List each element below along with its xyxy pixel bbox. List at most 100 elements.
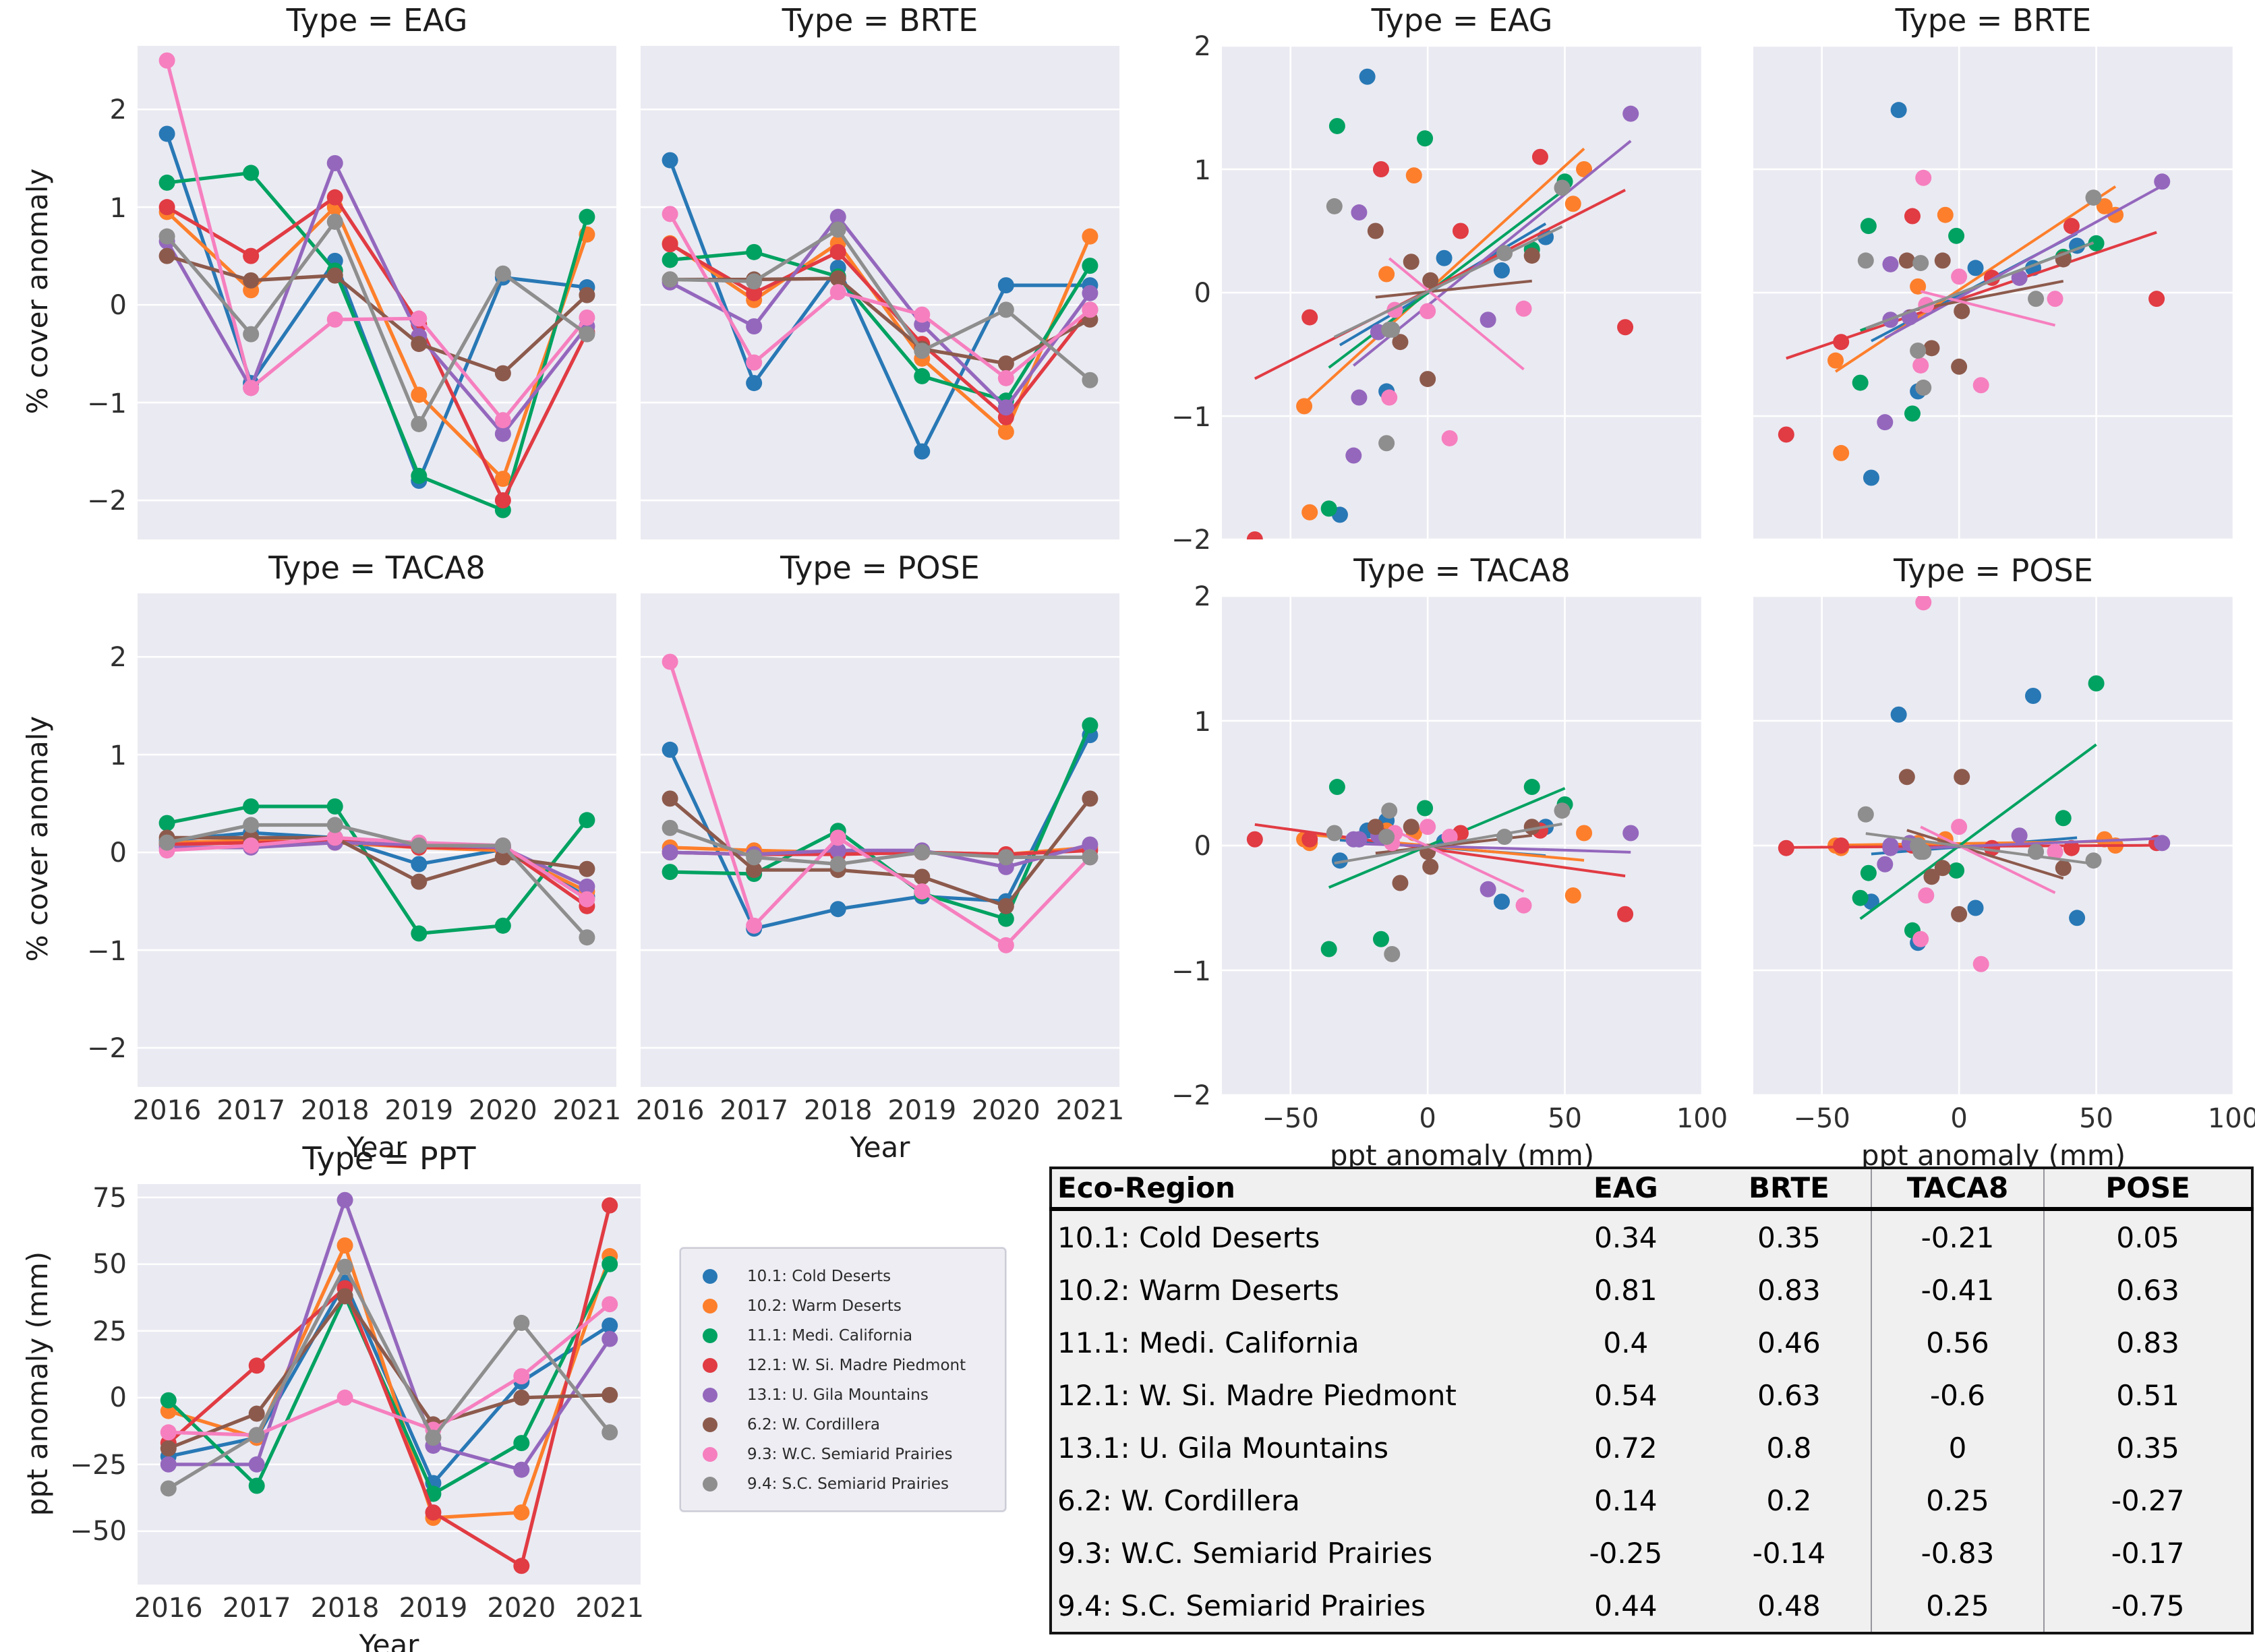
data-point [2085, 852, 2102, 869]
data-point [1351, 389, 1368, 406]
data-point [579, 208, 595, 225]
series-wc_semiarid_prairies [662, 206, 1099, 386]
x-tick-label: 50 [2079, 1102, 2113, 1134]
y-tick-label: 2 [109, 641, 127, 674]
data-point [1622, 105, 1639, 122]
data-point [1833, 334, 1850, 351]
legend: 10.1: Cold Deserts 10.2: Warm Deserts 11.1… [680, 1247, 1006, 1512]
data-point [1852, 889, 1869, 906]
correlation-table: Eco-Region EAG BRTE TACA8 POSE 10.1: Col… [1049, 1167, 2254, 1634]
table-cell-pose: -0.27 [2043, 1474, 2252, 1527]
table-cell-taca8: -0.21 [1870, 1209, 2045, 1264]
series-w_cordillera [158, 247, 595, 382]
data-point [158, 125, 175, 142]
data-point [1496, 829, 1513, 846]
data-point [662, 844, 678, 861]
table-cell-eag: 0.81 [1594, 1274, 1658, 1306]
data-point [1915, 596, 1932, 611]
table-row: 6.2: W. Cordillera 0.14 0.2 0.25 -0.27 [1051, 1474, 2252, 1527]
data-point [662, 790, 678, 807]
data-point [513, 1461, 530, 1478]
data-point [494, 412, 511, 429]
plot-area-eag_line [138, 52, 616, 519]
data-point [579, 287, 595, 303]
data-point [1576, 825, 1593, 842]
y-tick-label: 0 [109, 1381, 127, 1414]
data-point [1493, 262, 1510, 279]
series-sc_semiarid_prairies [158, 213, 595, 432]
x-axis-label-ppt_line: Year [359, 1629, 419, 1652]
data-point [746, 917, 763, 934]
series-w_cordillera [1898, 769, 2072, 922]
table-cell-brte: 0.63 [1757, 1379, 1821, 1411]
data-point [411, 873, 428, 890]
data-point [411, 467, 428, 484]
regression-line [1884, 184, 2163, 340]
data-point [336, 1258, 353, 1275]
data-point [1852, 374, 1869, 391]
table-cell-pose: 0.63 [2043, 1264, 2252, 1316]
x-tick-label: 0 [1419, 1102, 1436, 1134]
data-point [1857, 252, 1874, 269]
data-point [662, 741, 678, 758]
data-point [579, 929, 595, 946]
data-point [997, 423, 1014, 440]
data-point [1328, 779, 1345, 796]
legend-item-u_gila_mountains: 13.1: U. Gila Mountains [689, 1380, 997, 1409]
data-point [2063, 839, 2080, 856]
x-tick-label: −50 [1793, 1102, 1850, 1134]
data-point [158, 52, 175, 69]
legend-item-warm_deserts: 10.2: Warm Deserts [689, 1291, 997, 1320]
data-point [1417, 800, 1434, 817]
legend-dot-icon [703, 1357, 718, 1372]
data-point [2154, 835, 2171, 852]
data-point [602, 1386, 618, 1403]
table-cell-brte: 0.46 [1757, 1326, 1821, 1359]
data-point [1422, 272, 1439, 289]
data-point [2055, 810, 2072, 827]
data-point [602, 1256, 618, 1272]
data-point [746, 243, 763, 260]
data-point [1082, 836, 1099, 853]
y-tick-label: −2 [87, 1032, 127, 1064]
data-point [513, 1389, 530, 1406]
table-cell-region: 9.4: S.C. Semiarid Prairies [1057, 1589, 1426, 1622]
plot-area-eag_scatter [1222, 46, 1702, 539]
data-point [1860, 864, 1877, 881]
data-point [1082, 790, 1099, 807]
data-point [158, 834, 175, 851]
data-point [1480, 312, 1496, 328]
series-sc_semiarid_prairies [1857, 806, 2102, 869]
data-point [1923, 868, 1940, 885]
series-sc_semiarid_prairies [160, 1258, 618, 1497]
data-point [326, 213, 343, 230]
series-sc_semiarid_prairies [158, 817, 595, 946]
y-tick-label: 2 [109, 93, 127, 126]
data-point [2011, 270, 2028, 287]
data-point [248, 1427, 265, 1444]
data-point [1904, 208, 1921, 225]
regression-line [1920, 290, 2056, 327]
data-point [1564, 887, 1581, 904]
data-point [1417, 130, 1434, 147]
data-point [1082, 258, 1099, 274]
data-point [513, 1314, 530, 1331]
data-point [914, 868, 931, 885]
table-cell-pose: 0.51 [2043, 1369, 2252, 1421]
x-tick-label: 2020 [487, 1591, 556, 1624]
data-point [914, 306, 931, 323]
data-point [662, 271, 678, 288]
data-point [160, 1392, 177, 1409]
data-point [1345, 831, 1362, 848]
panel-title-eag_scatter: Type = EAG [1371, 4, 1553, 39]
y-tick-label: −25 [69, 1448, 127, 1481]
series-wc_semiarid_prairies [1381, 257, 1532, 446]
data-point [1523, 779, 1540, 796]
table-header-eco-region: Eco-Region [1051, 1168, 1544, 1211]
legend-item-wc_semiarid_prairies: 9.3: W.C. Semiarid Prairies [689, 1439, 997, 1469]
x-tick-label: 2016 [132, 1094, 202, 1126]
data-point [1912, 931, 1929, 947]
data-point [829, 856, 846, 873]
data-point [1564, 196, 1581, 212]
legend-dot-icon [703, 1268, 718, 1283]
